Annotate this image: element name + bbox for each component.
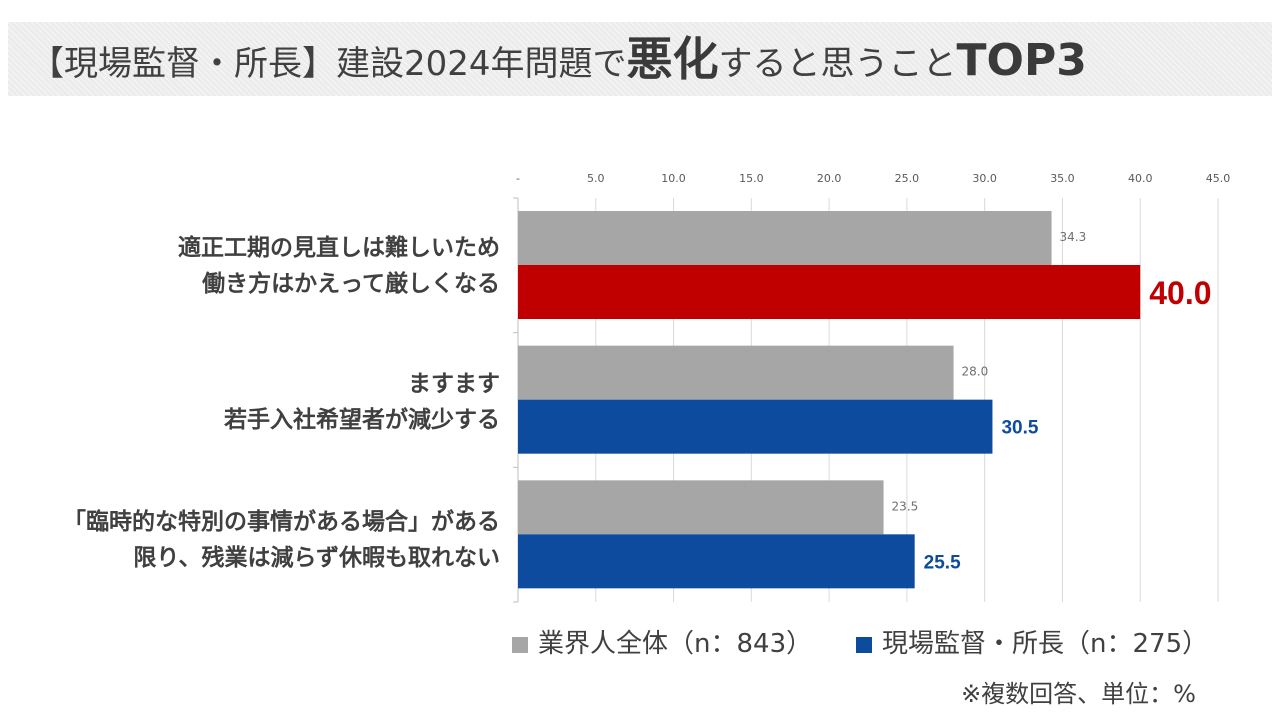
legend-label-manager: 現場監督・所長（n：275） bbox=[882, 629, 1209, 659]
category-label-2-line1: ますます bbox=[408, 371, 500, 397]
bar-all-2 bbox=[518, 345, 954, 400]
value-label-manager-3: 25.5 bbox=[924, 552, 961, 573]
category-label-3: 「臨時的な特別の事情がある場合」がある 限り、残業は減らず休暇も取れない bbox=[20, 504, 500, 576]
title-top: TOP3 bbox=[956, 35, 1087, 86]
x-tick-label-3: 15.0 bbox=[739, 172, 764, 185]
legend-swatch-all bbox=[512, 637, 528, 653]
title-band bbox=[8, 22, 1272, 96]
value-label-manager-1: 40.0 bbox=[1149, 275, 1211, 311]
x-tick-label-9: 45.0 bbox=[1206, 172, 1231, 185]
x-tick-label-5: 25.0 bbox=[895, 172, 920, 185]
category-label-1-line2: 働き方はかえって厳しくなる bbox=[202, 271, 500, 297]
value-label-manager-2: 30.5 bbox=[1001, 418, 1038, 439]
x-tick-label-8: 40.0 bbox=[1128, 172, 1153, 185]
footnote: ※複数回答、単位：% bbox=[961, 680, 1196, 708]
legend-label-all: 業界人全体（n：843） bbox=[538, 629, 813, 659]
title-emphasis: 悪化 bbox=[626, 32, 719, 86]
value-label-all-2: 28.0 bbox=[962, 365, 989, 379]
legend-item-all: 業界人全体（n：843） bbox=[512, 626, 812, 662]
category-label-2: ますます 若手入社希望者が減少する bbox=[20, 366, 500, 438]
bar-all-1 bbox=[518, 211, 1052, 265]
value-label-all-3: 23.5 bbox=[892, 499, 919, 513]
category-label-1: 適正工期の見直しは難しいため 働き方はかえって厳しくなる bbox=[20, 230, 500, 302]
category-label-3-line2: 限り、残業は減らず休暇も取れない bbox=[133, 545, 500, 571]
x-tick-label-7: 35.0 bbox=[1050, 172, 1075, 185]
x-tick-label-2: 10.0 bbox=[661, 172, 686, 185]
bar-manager-2 bbox=[518, 399, 993, 454]
bar-all-3 bbox=[518, 480, 884, 535]
category-label-3-line1: 「臨時的な特別の事情がある場合」がある bbox=[63, 509, 500, 535]
x-tick-label-1: 5.0 bbox=[587, 172, 605, 185]
x-tick-label-0: - bbox=[516, 172, 520, 185]
value-label-all-1: 34.3 bbox=[1060, 230, 1087, 244]
bar-manager-1 bbox=[518, 265, 1141, 319]
x-tick-label-4: 20.0 bbox=[817, 172, 842, 185]
chart-title: 【現場監督・所長】建設2024年問題で悪化すると思うことTOP3 bbox=[30, 24, 1087, 94]
title-prefix: 【現場監督・所長】建設2024年問題で bbox=[30, 44, 627, 84]
bar-manager-3 bbox=[518, 534, 915, 589]
x-tick-label-6: 30.0 bbox=[972, 172, 997, 185]
title-middle: すると思うこと bbox=[718, 44, 957, 84]
legend-item-manager: 現場監督・所長（n：275） bbox=[856, 626, 1208, 662]
legend-swatch-manager bbox=[856, 637, 872, 653]
category-label-1-line1: 適正工期の見直しは難しいため bbox=[178, 235, 500, 261]
category-label-2-line2: 若手入社希望者が減少する bbox=[224, 407, 500, 433]
